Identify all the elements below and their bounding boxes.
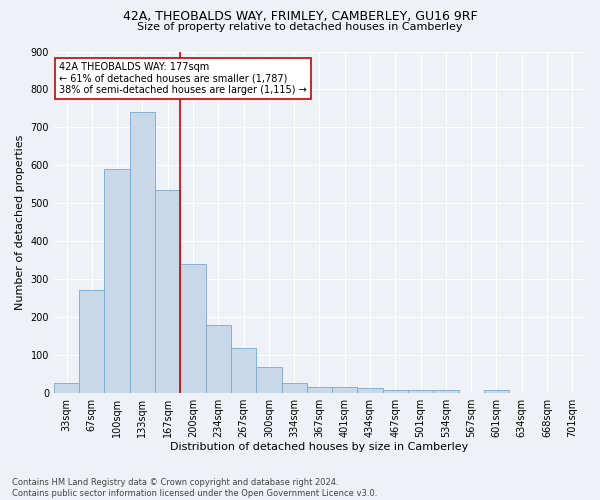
- Bar: [206, 325, 231, 392]
- Bar: [358, 388, 383, 392]
- Bar: [104, 169, 130, 392]
- Bar: [231, 348, 256, 393]
- Bar: [79, 290, 104, 392]
- Text: Contains HM Land Registry data © Crown copyright and database right 2024.
Contai: Contains HM Land Registry data © Crown c…: [12, 478, 377, 498]
- Bar: [332, 387, 358, 392]
- Bar: [383, 390, 408, 392]
- Bar: [256, 367, 281, 392]
- Bar: [433, 390, 458, 392]
- Bar: [54, 383, 79, 392]
- Bar: [281, 383, 307, 392]
- Y-axis label: Number of detached properties: Number of detached properties: [15, 134, 25, 310]
- Bar: [408, 390, 433, 392]
- Text: Size of property relative to detached houses in Camberley: Size of property relative to detached ho…: [137, 22, 463, 32]
- Bar: [307, 387, 332, 392]
- Bar: [130, 112, 155, 392]
- X-axis label: Distribution of detached houses by size in Camberley: Distribution of detached houses by size …: [170, 442, 469, 452]
- Bar: [181, 264, 206, 392]
- Text: 42A, THEOBALDS WAY, FRIMLEY, CAMBERLEY, GU16 9RF: 42A, THEOBALDS WAY, FRIMLEY, CAMBERLEY, …: [122, 10, 478, 23]
- Bar: [484, 390, 509, 392]
- Bar: [155, 190, 181, 392]
- Text: 42A THEOBALDS WAY: 177sqm
← 61% of detached houses are smaller (1,787)
38% of se: 42A THEOBALDS WAY: 177sqm ← 61% of detac…: [59, 62, 307, 95]
